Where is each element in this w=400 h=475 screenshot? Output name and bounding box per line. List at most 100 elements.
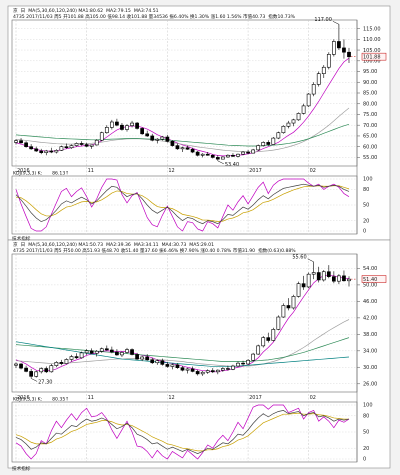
chart2-candle: [14, 362, 18, 369]
chart2-time-label: 11: [88, 395, 94, 401]
candle-body: [140, 356, 145, 360]
chart2-candle: [342, 270, 346, 282]
candle-body: [120, 124, 124, 130]
chart2-candle: [205, 369, 210, 374]
chart2-candle: [190, 366, 195, 373]
chart1-candle: [99, 131, 104, 142]
chart1-candle: [29, 144, 34, 150]
chart1-price-tick-label: 60.00: [363, 144, 377, 150]
chart1-candle: [256, 144, 261, 151]
candle-body: [135, 122, 139, 129]
chart2-candle: [115, 349, 119, 356]
candle-body: [271, 329, 276, 341]
candle-body: [94, 350, 99, 354]
chart1-price-tick-label: 105.00: [363, 48, 381, 54]
candle-body: [74, 143, 79, 146]
chart2-candle: [326, 265, 331, 279]
candle-body: [84, 350, 89, 354]
chart1-candle: [94, 139, 99, 146]
candle-body: [236, 153, 240, 157]
candle-body: [74, 356, 79, 359]
candle-body: [266, 337, 271, 341]
chart2-candle: [220, 367, 225, 372]
chart2-candle: [286, 298, 291, 311]
candle-body: [276, 132, 281, 139]
chart1-candle: [286, 120, 291, 129]
chart2-candle: [125, 347, 129, 354]
candle-body: [104, 127, 109, 134]
chart1-header-line1-part: MA2:79.15: [106, 8, 131, 14]
chart1-indicator-tick-label: 100: [363, 177, 373, 183]
candle-body: [261, 337, 266, 347]
chart1-price-tick-label: 90.00: [363, 80, 377, 86]
candle-body: [99, 132, 104, 141]
chart1-last-price-label: 101.88: [363, 54, 381, 60]
candle-body: [291, 296, 296, 309]
chart1-time-label: 02: [310, 168, 316, 174]
chart1-indicator-label: KDJ(9,3,3) K:: [13, 171, 43, 177]
candle-body: [321, 66, 326, 74]
chart1-candle: [306, 93, 311, 107]
chart1-indicator-tick-label: 50: [363, 203, 369, 209]
chart2-candle: [311, 261, 316, 280]
chart1-candle: [175, 143, 180, 150]
chart2-candle: [135, 352, 139, 360]
candle-body: [251, 149, 256, 154]
chart1-header-line2: 4735 2017/11/03 周5 开101.88 高105.00 低98.1…: [13, 13, 265, 20]
candle-body: [155, 360, 160, 364]
chart1-price-tick-label: 80.00: [363, 101, 377, 107]
chart2-indicator-d-line: [15, 412, 349, 452]
candle-body: [326, 54, 331, 68]
chart2-candle: [99, 347, 104, 353]
candle-body: [165, 136, 170, 142]
chart2-price-tick-label: 26.00: [363, 381, 377, 387]
chart1-time-label: 2017: [249, 168, 262, 174]
candle-body: [89, 350, 94, 354]
chart1-time-label: 2016: [17, 168, 30, 174]
candle-body: [190, 368, 195, 372]
candle-body: [94, 139, 99, 146]
candle-body: [190, 148, 195, 153]
chart2-ma-line-4: [15, 341, 350, 367]
candle-body: [145, 133, 150, 137]
candle-body: [54, 150, 59, 153]
candle-body: [326, 271, 331, 277]
chart1-header-line1-part: 日: [21, 8, 26, 14]
chart2-price-tick-label: 34.00: [363, 349, 377, 355]
candle-body: [241, 362, 245, 365]
chart2-candle: [145, 354, 150, 361]
candle-body: [14, 363, 18, 366]
chart2-candle: [210, 368, 215, 374]
candle-body: [39, 150, 44, 153]
chart2-candle: [104, 345, 109, 351]
chart1-ma-line-3: [15, 124, 350, 147]
candle-body: [135, 354, 139, 360]
chart1-candle: [210, 154, 215, 159]
chart1-candle: [145, 130, 150, 138]
chart2-candle: [276, 315, 281, 331]
chart1-candle: [266, 140, 271, 146]
chart1-candle: [84, 142, 89, 148]
chart2-candle: [74, 353, 79, 360]
chart1-candle: [276, 131, 281, 140]
candle-body: [165, 364, 170, 367]
chart1-header-line1-part: MA3:74.51: [134, 8, 159, 14]
chart2-candle: [170, 363, 175, 370]
chart1-candle: [342, 39, 346, 59]
chart2-candle: [321, 270, 326, 282]
chart2-ma-line-3: [15, 337, 350, 362]
candle-body: [316, 73, 321, 85]
chart1-candle: [231, 153, 235, 157]
chart2-candle: [291, 294, 296, 310]
candle-body: [49, 150, 54, 153]
candle-body: [226, 368, 230, 370]
chart2-indicator-label: KDJ(9,3,3) K:: [13, 397, 43, 403]
chart1-candle: [160, 135, 165, 141]
candle-body: [200, 153, 205, 156]
chart2-candle: [94, 349, 99, 357]
chart1-high-label: 117.00: [314, 17, 332, 23]
candle-body: [109, 121, 114, 128]
chart1-price-tick-label: 95.00: [363, 69, 377, 75]
chart2-candle: [64, 358, 69, 365]
chart1-candle: [331, 39, 336, 57]
